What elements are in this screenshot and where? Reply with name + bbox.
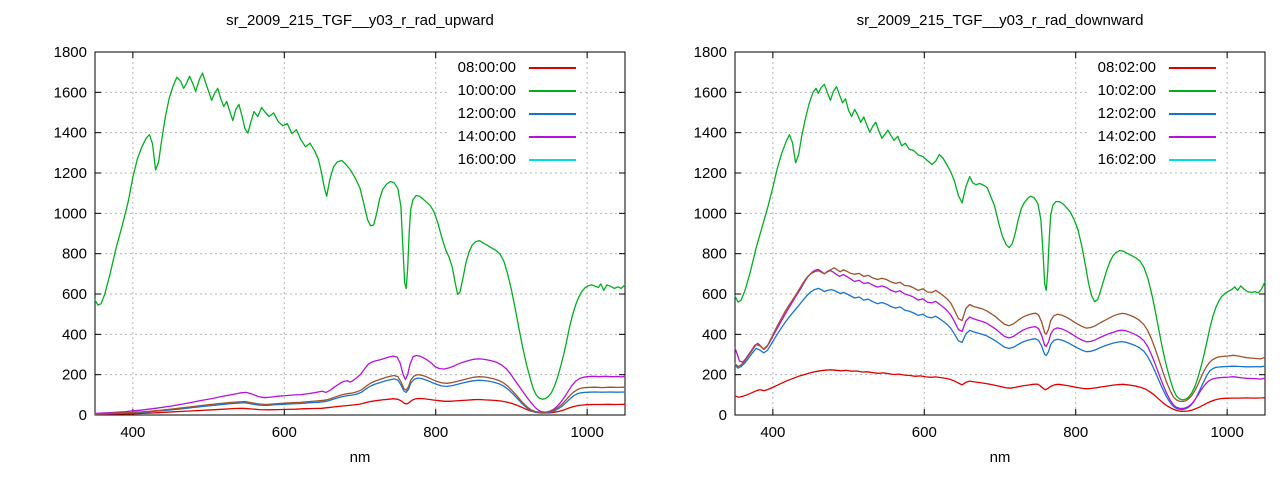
series-line-120000 (94, 377, 626, 415)
legend-line-sample (529, 135, 576, 138)
legend-label: 16:00:00 (457, 151, 516, 168)
y-tick-label: 1000 (694, 205, 727, 222)
chart-title-upward: sr_2009_215_TGF__y03_r_rad_upward (226, 12, 494, 29)
plot-border (734, 51, 1266, 416)
series-line-140200 (734, 268, 1266, 410)
series-line-160200 (734, 267, 1266, 403)
y-tick-label: 400 (702, 326, 727, 343)
series-line-080000 (94, 397, 626, 416)
y-tick-label: 1400 (54, 125, 87, 142)
legend-label: 10:02:00 (1097, 82, 1156, 99)
chart-panel-upward: 400 600 800 1000 0 200 400 600 800 1000 1200 1400 16… (54, 12, 626, 466)
y-tick-label: 1200 (54, 165, 87, 182)
legend-line-sample (1169, 112, 1216, 115)
y-tick-label: 1800 (54, 44, 87, 61)
legend-line-sample (1169, 158, 1216, 161)
x-tick-label: 800 (1063, 424, 1088, 441)
x-axis-label-downward: nm (989, 449, 1011, 466)
y-tick-label: 800 (702, 246, 727, 263)
series-line-100000 (94, 72, 626, 400)
legend-line-sample (529, 112, 576, 115)
legend-label: 10:00:00 (457, 82, 516, 99)
series-line-160000 (94, 374, 626, 415)
legend-line-sample (529, 158, 576, 161)
series-line-100200 (734, 83, 1266, 401)
series-line-120200 (734, 287, 1266, 411)
legend-item: 08:02:00 (1090, 56, 1216, 79)
series-line-080200 (734, 369, 1266, 413)
y-tick-label: 800 (62, 246, 87, 263)
legend-label: 12:00:00 (457, 105, 516, 122)
y-tick-label: 400 (62, 326, 87, 343)
legend-item: 12:00:00 (450, 102, 576, 125)
y-tick-label: 1600 (54, 84, 87, 101)
y-tick-label: 1000 (54, 205, 87, 222)
x-tick-label: 400 (120, 424, 145, 441)
legend-item: 16:02:00 (1090, 148, 1216, 171)
y-tick-label: 0 (79, 407, 87, 424)
y-tick-label: 200 (62, 367, 87, 384)
legend-label: 14:02:00 (1097, 128, 1156, 145)
x-tick-label: 600 (272, 424, 297, 441)
x-tick-label: 1000 (570, 424, 603, 441)
chart-panel-downward: 400 600 800 1000 0 200 400 600 800 1000 1200 1400 16… (640, 0, 1280, 480)
plot-border (94, 51, 626, 416)
legend-downward: 08:02:00 10:02:00 12:02:00 14:02:00 16:02:00 (1088, 56, 1218, 171)
legend-line-sample (529, 66, 576, 69)
legend-item: 10:00:00 (450, 79, 576, 102)
legend-item: 16:00:00 (450, 148, 576, 171)
legend-item: 08:00:00 (450, 56, 576, 79)
y-tick-label: 1600 (694, 84, 727, 101)
y-tick-label: 0 (719, 407, 727, 424)
y-tick-label: 1400 (694, 125, 727, 142)
x-axis-label-upward: nm (349, 449, 371, 466)
y-tick-label: 200 (702, 367, 727, 384)
x-tick-label: 800 (423, 424, 448, 441)
legend-label: 16:02:00 (1097, 151, 1156, 168)
legend-item: 14:00:00 (450, 125, 576, 148)
x-tick-label: 1000 (1210, 424, 1243, 441)
y-tick-label: 600 (62, 286, 87, 303)
legend-line-sample (529, 89, 576, 92)
legend-line-sample (1169, 89, 1216, 92)
legend-label: 14:00:00 (457, 128, 516, 145)
legend-label: 08:02:00 (1097, 59, 1156, 76)
y-tick-label: 1200 (694, 165, 727, 182)
chart-title-downward: sr_2009_215_TGF__y03_r_rad_downward (856, 12, 1144, 29)
legend-item: 12:02:00 (1090, 102, 1216, 125)
y-tick-label: 1800 (694, 44, 727, 61)
legend-line-sample (1169, 66, 1216, 69)
legend-item: 14:02:00 (1090, 125, 1216, 148)
legend-label: 12:02:00 (1097, 105, 1156, 122)
x-tick-label: 400 (760, 424, 785, 441)
legend-label: 08:00:00 (457, 59, 516, 76)
plot-area-downward: 400 600 800 1000 0 200 400 600 800 1000 1200 1400 16… (694, 44, 1266, 441)
x-tick-label: 600 (912, 424, 937, 441)
legend-line-sample (1169, 135, 1216, 138)
legend-item: 10:02:00 (1090, 79, 1216, 102)
y-tick-label: 600 (702, 286, 727, 303)
legend-upward: 08:00:00 10:00:00 12:00:00 14:00:00 16:00:00 (448, 56, 578, 171)
